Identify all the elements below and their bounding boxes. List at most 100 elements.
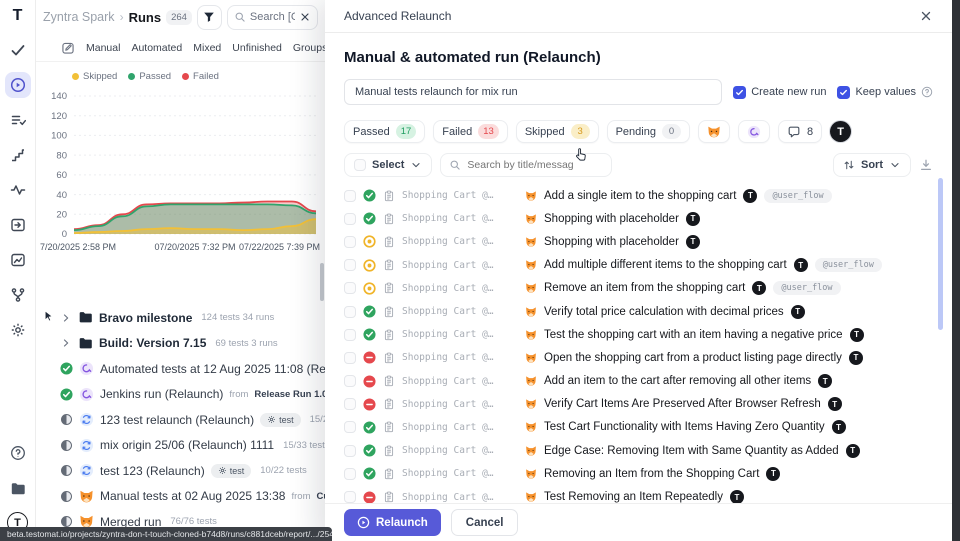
svg-text:07/20/2025 7:32 PM: 07/20/2025 7:32 PM: [154, 242, 235, 252]
test-row[interactable]: Shopping Cart @… Test Cart Functionality …: [344, 416, 933, 439]
tree-folder-row[interactable]: Build: Version 7.15 69 tests 3 runs: [36, 331, 325, 357]
test-row[interactable]: Shopping Cart @… Test the shopping cart w…: [344, 323, 933, 346]
assignee-avatar[interactable]: T: [830, 121, 852, 142]
runs-search-input[interactable]: [249, 11, 295, 23]
row-checkbox[interactable]: [344, 259, 356, 272]
cancel-button[interactable]: Cancel: [450, 509, 519, 536]
test-row[interactable]: Shopping Cart @… Add a single item to the…: [344, 184, 933, 207]
tree-run-row[interactable]: Jenkins run (Relaunch) from Release Run 1.…: [36, 382, 325, 408]
row-checkbox[interactable]: [344, 212, 356, 225]
gear-icon: [10, 322, 26, 338]
chevron-right-icon[interactable]: [60, 337, 72, 349]
breadcrumb-section[interactable]: Runs: [128, 9, 162, 25]
tests-search[interactable]: [440, 153, 613, 177]
x-icon[interactable]: [299, 11, 311, 23]
breadcrumb-project[interactable]: Zyntra Spark: [43, 10, 115, 24]
chart-legend: Skipped Passed Failed: [36, 62, 325, 82]
tree-run-row[interactable]: Merged run 76/76 tests: [36, 509, 325, 535]
filter-chip-skipped[interactable]: Skipped 3: [515, 120, 599, 143]
funnel-icon: [202, 10, 216, 24]
sidebar-item-branch[interactable]: [5, 282, 31, 308]
row-checkbox[interactable]: [344, 305, 356, 318]
filter-chip-failed[interactable]: Failed 13: [433, 120, 508, 143]
option-create-new-run[interactable]: Create new run: [733, 85, 826, 99]
tree-run-row[interactable]: Automated tests at 12 Aug 2025 11:08 (Re…: [36, 356, 325, 382]
option-keep-values[interactable]: Keep values: [837, 85, 933, 99]
sidebar-item-list-check[interactable]: [5, 107, 31, 133]
select-all-checkbox[interactable]: [354, 159, 366, 171]
test-row[interactable]: Shopping Cart @… Open the shopping cart f…: [344, 346, 933, 369]
tree-folder-row[interactable]: Bravo milestone 124 tests 34 runs: [36, 305, 325, 331]
row-checkbox[interactable]: [344, 491, 356, 503]
download-icon[interactable]: [919, 158, 933, 172]
relaunch-button[interactable]: Relaunch: [344, 509, 441, 536]
test-tag: @user_flow: [773, 281, 841, 296]
test-row[interactable]: Shopping Cart @… Edge Case: Removing Item…: [344, 439, 933, 462]
sidebar-item-gear[interactable]: [5, 317, 31, 343]
run-name-input[interactable]: [344, 79, 723, 105]
sidebar-item-folder[interactable]: [5, 476, 31, 502]
test-row[interactable]: Shopping Cart @… Shopping with placeholde…: [344, 207, 933, 230]
sidebar-item-steps[interactable]: [5, 142, 31, 168]
test-row[interactable]: Shopping Cart @… Test Removing an Item Re…: [344, 485, 933, 503]
clipboard-icon: [383, 468, 395, 480]
suite-name: Shopping Cart @…: [402, 213, 494, 225]
row-checkbox[interactable]: [344, 351, 356, 364]
row-checkbox[interactable]: [344, 421, 356, 434]
tree-run-row[interactable]: 123 test relaunch (Relaunch) test 15/23 te…: [36, 407, 325, 433]
run-meta: 76/76 tests: [170, 516, 217, 528]
tests-list-scrollbar[interactable]: [938, 178, 943, 330]
filter-chip-pending[interactable]: Pending 0: [606, 120, 690, 143]
test-row[interactable]: Shopping Cart @… Add an item to the cart …: [344, 370, 933, 393]
sidebar-item-image[interactable]: [5, 247, 31, 273]
close-icon[interactable]: [919, 9, 933, 23]
test-row[interactable]: Shopping Cart @… Verify total price calcu…: [344, 300, 933, 323]
sidebar-item-check[interactable]: [5, 37, 31, 63]
tab-groups[interactable]: Groups: [292, 41, 325, 54]
suite-name: Shopping Cart @…: [402, 282, 494, 294]
help-icon: [921, 86, 933, 98]
tab-mixed[interactable]: Mixed: [193, 41, 222, 54]
filter-chip-automated[interactable]: [737, 120, 770, 143]
tree-run-row[interactable]: Manual tests at 02 Aug 2025 13:38 from Cus…: [36, 484, 325, 510]
test-row[interactable]: Shopping Cart @… Verify Cart Items Are Pr…: [344, 393, 933, 416]
tests-search-input[interactable]: [467, 159, 604, 171]
tree-run-row[interactable]: mix origin 25/06 (Relaunch) 1111 15/33 te…: [36, 433, 325, 459]
row-checkbox[interactable]: [344, 375, 356, 388]
sidebar-item-box-arrow[interactable]: [5, 212, 31, 238]
checkbox-checked[interactable]: [837, 85, 851, 99]
row-checkbox[interactable]: [344, 189, 356, 202]
tab-manual[interactable]: Manual: [86, 41, 121, 54]
filter-chip-passed[interactable]: Passed 17: [344, 120, 426, 143]
filter-chip-label: Passed: [353, 125, 390, 138]
fox-icon: [525, 421, 537, 433]
test-row[interactable]: Shopping Cart @… Removing an Item from th…: [344, 462, 933, 485]
sort-dropdown[interactable]: Sort: [833, 153, 911, 177]
tab-automated[interactable]: Automated: [131, 41, 183, 54]
modal-header: Advanced Relaunch: [325, 0, 952, 33]
runs-search[interactable]: [226, 4, 318, 30]
edit-square-icon[interactable]: [61, 41, 75, 55]
tree-run-row[interactable]: test 123 (Relaunch) test 10/22 tests: [36, 458, 325, 484]
row-checkbox[interactable]: [344, 235, 356, 248]
sidebar-item-help[interactable]: [5, 440, 31, 466]
filter-chip-fox[interactable]: [697, 120, 730, 143]
select-dropdown[interactable]: Select: [344, 153, 433, 177]
row-checkbox[interactable]: [344, 398, 356, 411]
test-row[interactable]: Shopping Cart @… Remove an item from the …: [344, 277, 933, 300]
sidebar-item-pulse[interactable]: [5, 177, 31, 203]
filter-button[interactable]: [196, 4, 222, 30]
row-checkbox[interactable]: [344, 282, 356, 295]
sidebar-item-play-circle[interactable]: [4, 72, 31, 98]
runs-panel-scrollbar[interactable]: [320, 263, 324, 301]
tab-unfinished[interactable]: Unfinished: [232, 41, 282, 54]
row-checkbox[interactable]: [344, 444, 356, 457]
checkbox-checked[interactable]: [733, 85, 747, 99]
chevron-right-icon[interactable]: [60, 312, 72, 324]
row-checkbox[interactable]: [344, 328, 356, 341]
row-checkbox[interactable]: [344, 467, 356, 480]
filter-chip-comment[interactable]: 8: [777, 120, 823, 143]
test-row[interactable]: Shopping Cart @… Add multiple different i…: [344, 254, 933, 277]
suite-name: Shopping Cart @…: [402, 259, 494, 271]
test-row[interactable]: Shopping Cart @… Shopping with placeholde…: [344, 230, 933, 253]
